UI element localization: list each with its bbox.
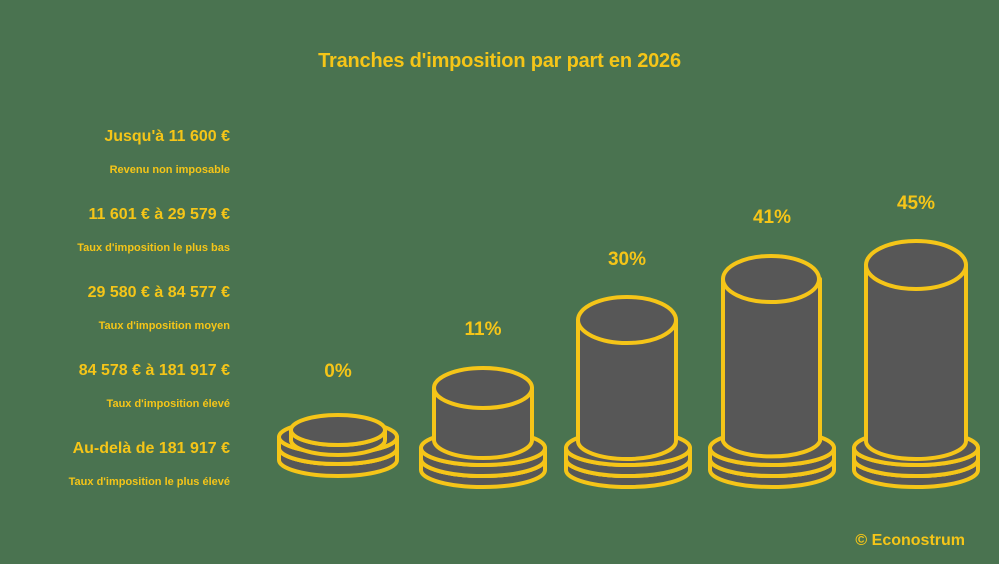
credit-text: © Econostrum: [855, 532, 965, 549]
bracket-range-2: 11 601 € à 29 579 €: [88, 206, 230, 223]
bracket-desc-2: Taux d'imposition le plus bas: [77, 242, 230, 254]
bracket-range-3: 29 580 € à 84 577 €: [87, 284, 230, 301]
bracket-desc-1: Revenu non imposable: [109, 164, 230, 176]
value-label-41pct: 41%: [753, 207, 791, 228]
value-label-30pct: 30%: [608, 249, 646, 270]
coin-stack-11pct: [419, 366, 547, 489]
bracket-range-5: Au-delà de 181 917 €: [72, 440, 230, 457]
bracket-desc-3: Taux d'imposition moyen: [98, 320, 230, 332]
coin-stack-30pct: [564, 295, 692, 489]
bracket-desc-4: Taux d'imposition élevé: [106, 398, 230, 410]
coin-stack-41pct: [708, 254, 836, 489]
bracket-desc-5: Taux d'imposition le plus élevé: [68, 476, 230, 488]
value-label-0pct: 0%: [324, 361, 352, 382]
bracket-range-4: 84 578 € à 181 917 €: [78, 362, 230, 379]
bracket-range-1: Jusqu'à 11 600 €: [104, 128, 230, 145]
value-label-11pct: 11%: [465, 319, 502, 340]
chart-title: Tranches d'imposition par part en 2026: [318, 50, 681, 72]
coin-stack-45pct: [852, 239, 980, 489]
value-label-45pct: 45%: [897, 193, 935, 214]
coin-stack-0pct: [277, 413, 399, 478]
